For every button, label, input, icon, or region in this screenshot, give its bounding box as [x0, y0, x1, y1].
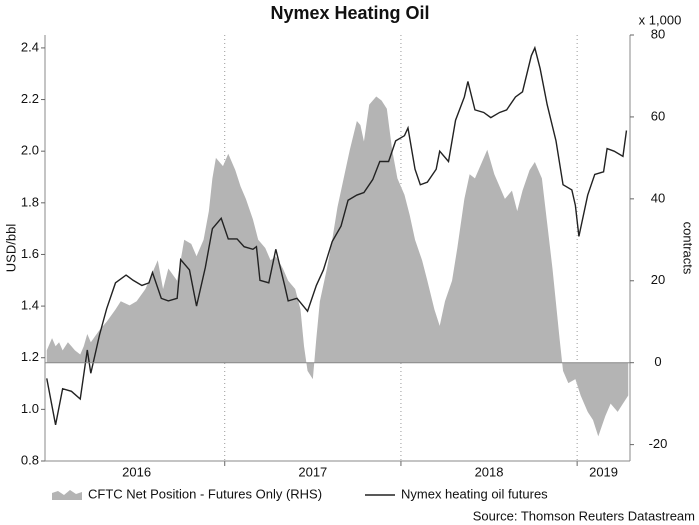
- y2-axis-label: contracts: [681, 222, 696, 275]
- y2-tick-label: -20: [649, 436, 668, 451]
- x-tick-label: 2017: [298, 464, 327, 479]
- x-tick-label: 2018: [475, 464, 504, 479]
- y-tick-label: 1.8: [21, 194, 39, 209]
- y-tick-label: 2.0: [21, 143, 39, 158]
- area: [46, 96, 629, 437]
- y2-tick-label: 20: [651, 272, 665, 287]
- chart-title: Nymex Heating Oil: [270, 3, 429, 23]
- y-tick-label: 1.2: [21, 349, 39, 364]
- y-tick-label: 1.4: [21, 298, 39, 313]
- line: [46, 45, 628, 425]
- y-tick-label: 0.8: [21, 452, 39, 467]
- y2-tick-label: 80: [651, 26, 665, 41]
- y-tick-label: 2.4: [21, 39, 39, 54]
- y2-multiplier: x 1,000: [639, 12, 682, 27]
- y2-tick-label: 0: [654, 354, 661, 369]
- x-tick-label: 2016: [122, 464, 151, 479]
- y-tick-label: 1.6: [21, 246, 39, 261]
- y-tick-label: 2.2: [21, 91, 39, 106]
- source: Source: Thomson Reuters Datastream: [473, 508, 695, 523]
- y-tick-label: 1.0: [21, 401, 39, 416]
- y2-tick-label: 60: [651, 108, 665, 123]
- legend-label: Nymex heating oil futures: [401, 486, 548, 501]
- y2-tick-label: 40: [651, 190, 665, 205]
- legend-label: CFTC Net Position - Futures Only (RHS): [88, 486, 322, 501]
- y-axis-label: USD/bbl: [3, 224, 18, 273]
- legend-swatch: [52, 490, 82, 500]
- x-tick-label: 2019: [589, 464, 618, 479]
